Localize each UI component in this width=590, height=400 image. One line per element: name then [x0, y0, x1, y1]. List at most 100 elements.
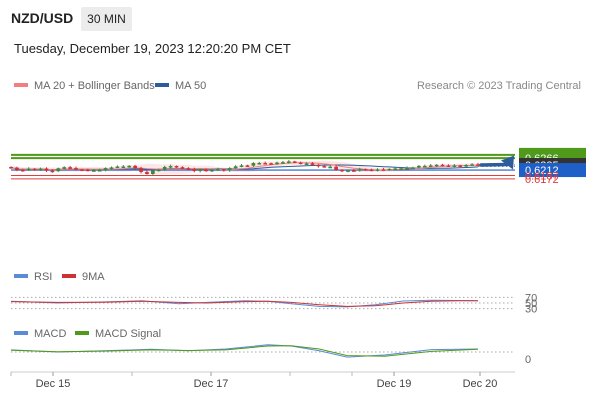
candle-up — [399, 168, 403, 170]
candle-up — [38, 168, 43, 171]
candle-down — [180, 167, 185, 169]
candle-up — [387, 168, 392, 171]
forecast-arrow — [479, 155, 514, 170]
candle-up — [405, 167, 409, 170]
candle-up — [227, 168, 232, 171]
candle-up — [56, 168, 61, 172]
ma50-swatch — [155, 83, 169, 88]
candle-down — [15, 167, 19, 170]
candle-down — [446, 165, 451, 167]
candle-up — [393, 168, 398, 171]
candle-up — [239, 165, 244, 167]
candle-up — [91, 170, 96, 172]
macd-signal-swatch — [75, 331, 89, 336]
forecast-arrow-head — [501, 155, 514, 170]
ma20-swatch — [14, 83, 28, 88]
time-axis: Dec 15 Dec 17 Dec 19 Dec 20 — [10, 371, 515, 390]
candle-up — [26, 168, 31, 171]
candle-up — [304, 163, 309, 165]
price-label-minor: 0.6172 — [525, 174, 559, 186]
legend-macd-label: MACD — [34, 328, 67, 340]
candle-down — [74, 168, 78, 170]
candle-down — [145, 172, 149, 175]
candle-down — [269, 163, 273, 165]
candle-down — [298, 162, 303, 165]
candle-up — [168, 166, 173, 168]
candle-up — [464, 165, 469, 167]
candle-up — [434, 164, 439, 167]
candle-down — [476, 164, 480, 166]
candle-down — [340, 169, 344, 172]
bollinger-band-area — [11, 160, 478, 175]
candle-down — [50, 170, 55, 173]
candle-up — [127, 165, 132, 168]
macd-signal-line — [10, 345, 479, 357]
candle-up — [233, 166, 238, 169]
candle-down — [458, 165, 463, 167]
legend-ma9-label: 9MA — [82, 271, 105, 283]
legend-ma50: MA 50 — [155, 80, 206, 92]
candle-up — [103, 168, 108, 171]
candle-up — [281, 162, 285, 164]
candle-down — [352, 170, 356, 172]
candle-down — [68, 167, 72, 169]
candle-down — [139, 168, 143, 173]
candle-down — [322, 166, 327, 168]
symbol-label: NZD/USD — [11, 10, 74, 26]
candle-down — [334, 166, 338, 170]
candle-up — [470, 164, 474, 166]
legend-ma50-label: MA 50 — [175, 80, 207, 92]
candle-up — [375, 169, 380, 171]
legend-ma20: MA 20 + Bollinger Bands — [14, 80, 155, 92]
macd-zero-label: 0 — [525, 354, 531, 366]
candle-up — [162, 166, 167, 170]
price-label-support-box — [519, 163, 586, 178]
candle-down — [204, 169, 208, 172]
candle-up — [216, 169, 220, 171]
macd-panel: 0 — [10, 344, 531, 366]
rsi-ma-line — [10, 300, 478, 307]
candle-up — [417, 165, 421, 168]
time-tick-label: Dec 20 — [463, 378, 498, 390]
candle-down — [186, 168, 191, 170]
candle-up — [287, 161, 291, 163]
candle-down — [369, 169, 374, 172]
candle-up — [428, 165, 433, 167]
candles — [9, 160, 480, 175]
candle-down — [20, 169, 25, 172]
candle-down — [174, 166, 179, 168]
candle-up — [411, 167, 415, 169]
candle-up — [210, 169, 214, 172]
candle-down — [381, 169, 386, 171]
rsi-level-label: 50 — [525, 298, 537, 310]
legend-macd-signal-label: MACD Signal — [95, 328, 162, 340]
candle-up — [109, 167, 114, 169]
candle-down — [363, 169, 368, 171]
candle-down — [44, 168, 49, 171]
candle-up — [422, 165, 427, 168]
legend-macd: MACD — [14, 328, 66, 340]
candle-down — [32, 168, 37, 171]
header-bar: NZD/USD 30 MIN — [0, 0, 590, 36]
candle-down — [292, 161, 297, 163]
time-tick-label: Dec 19 — [377, 378, 412, 390]
legend-rsi: RSI — [14, 271, 52, 283]
time-tick-label: Dec 17 — [194, 378, 229, 390]
rsi-swatch — [14, 274, 28, 279]
candle-up — [151, 170, 155, 175]
candle-up — [346, 170, 350, 172]
candle-up — [328, 166, 333, 169]
rsi-level-label: 30 — [525, 304, 537, 316]
candle-up — [452, 165, 457, 167]
price-label-minor: 0.6187 — [525, 171, 559, 183]
timeframe-button[interactable]: 30 MIN — [81, 7, 132, 31]
legend-ma20-label: MA 20 + Bollinger Bands — [34, 80, 155, 92]
candle-up — [62, 167, 67, 169]
candle-down — [221, 169, 226, 171]
bollinger-bands — [11, 160, 478, 175]
candle-up — [251, 163, 256, 166]
candle-down — [310, 163, 315, 165]
